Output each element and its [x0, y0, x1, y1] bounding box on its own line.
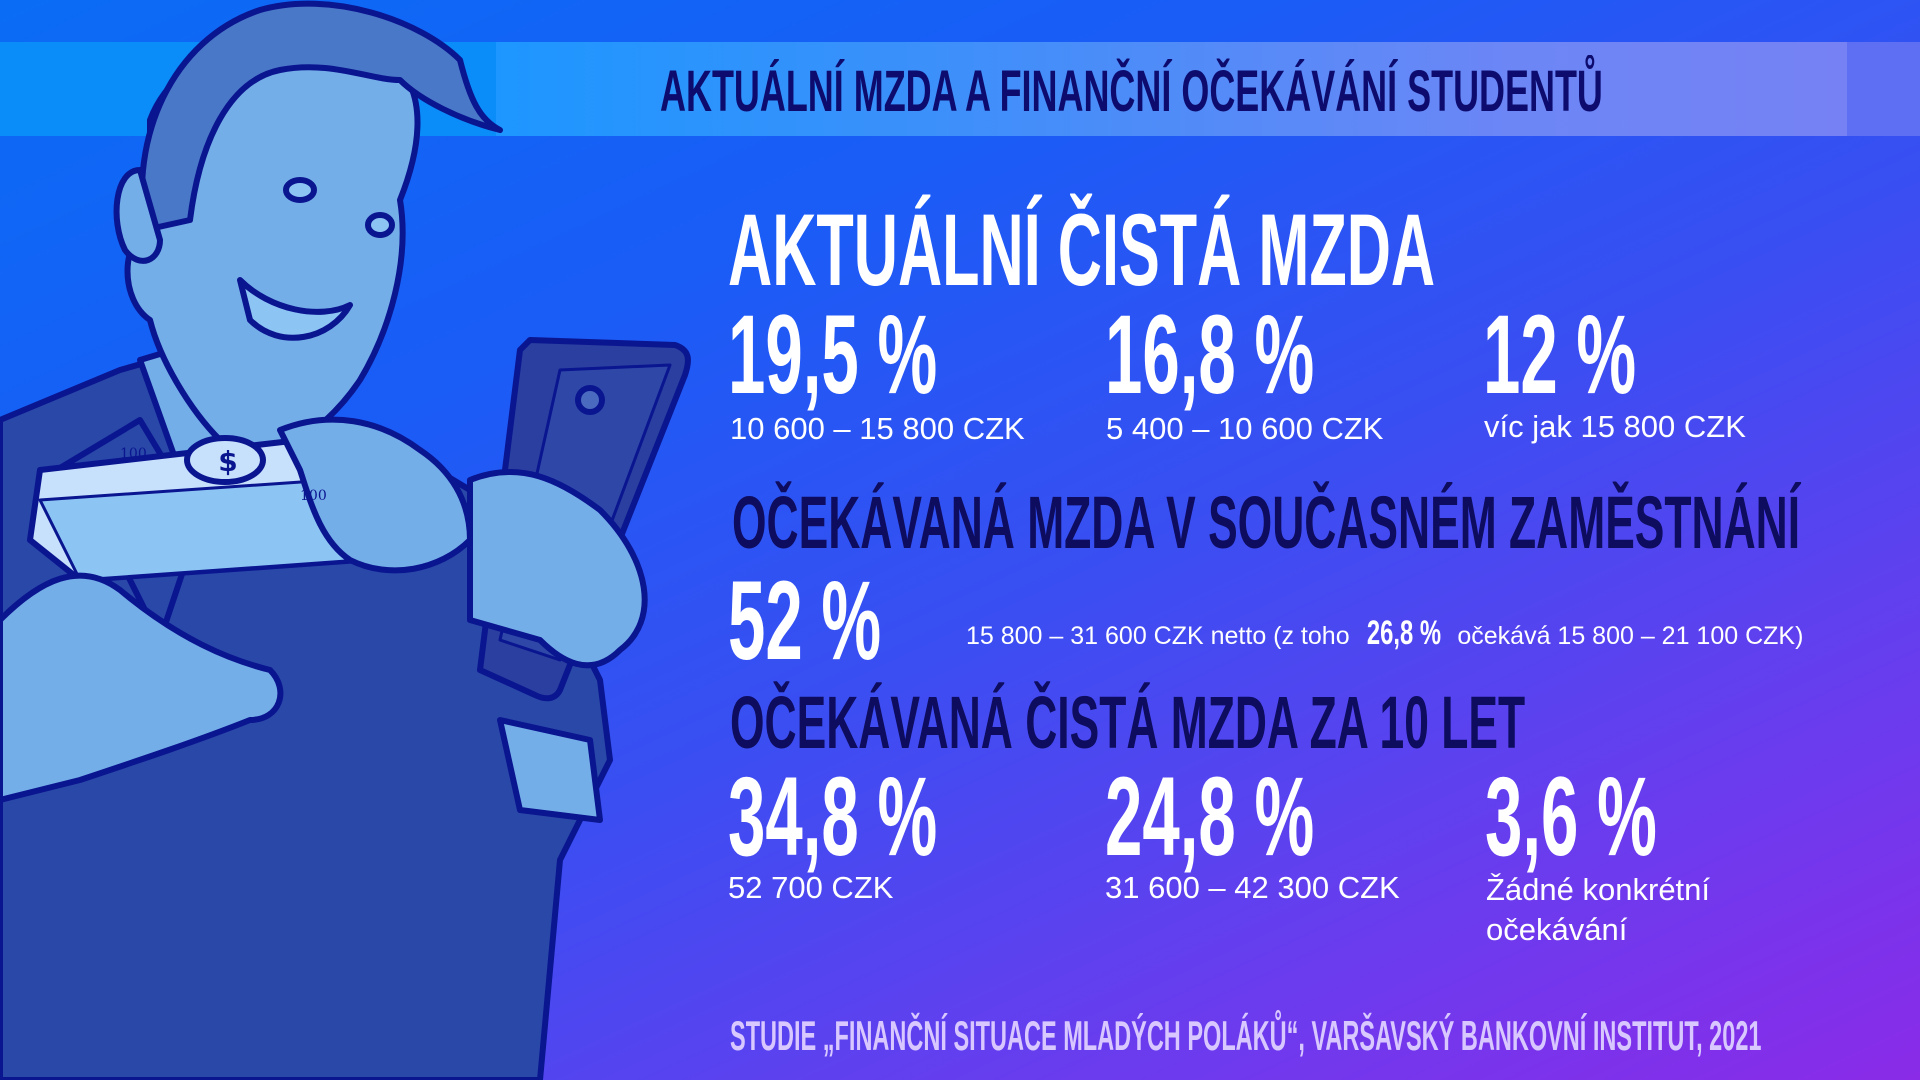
stat-label-line2: očekávání: [1486, 912, 1628, 947]
stat-value: 34,8 %: [728, 754, 938, 879]
expected-10y-heading: OČEKÁVANÁ ČISTÁ MZDA ZA 10 LET: [730, 681, 1526, 764]
stat-value: 24,8 %: [1105, 754, 1315, 879]
svg-text:100: 100: [300, 488, 327, 504]
stat-value: 12 %: [1483, 292, 1637, 417]
svg-text:100: 100: [120, 446, 147, 462]
stat-label: 10 600 – 15 800 CZK: [730, 411, 1025, 446]
stat-label: 52 700 CZK: [728, 870, 894, 905]
expected-current-job-detail: 15 800 – 31 600 CZK netto (z toho 26,8 %…: [966, 614, 1804, 652]
highlight-value: 26,8 %: [1366, 614, 1441, 652]
stat-label: 5 400 – 10 600 CZK: [1106, 411, 1384, 446]
stat-value: 3,6 %: [1485, 754, 1657, 879]
man-with-phone-and-money-illustration: $ 100 100: [0, 0, 691, 1080]
stat-label: víc jak 15 800 CZK: [1484, 409, 1746, 444]
banner-right-segment: [1847, 42, 1920, 136]
svg-text:$: $: [218, 445, 237, 478]
title-banner: [496, 42, 1847, 136]
expected-current-job-heading: OČEKÁVANÁ MZDA V SOUČASNÉM ZAMĚSTNÁNÍ: [732, 481, 1801, 564]
stat-value: 19,5 %: [728, 292, 938, 417]
page-title: AKTUÁLNÍ MZDA A FINANČNÍ OČEKÁVÁNÍ STUDE…: [660, 59, 1603, 124]
source-footer: STUDIE „FINANČNÍ SITUACE MLADÝCH POLÁKŮ“…: [730, 1012, 1762, 1059]
stat-label-line1: Žádné konkrétní: [1486, 872, 1711, 907]
current-net-wage-heading: AKTUÁLNÍ ČISTÁ MZDA: [728, 193, 1436, 307]
stat-value: 16,8 %: [1105, 292, 1315, 417]
stat-label: 31 600 – 42 300 CZK: [1105, 870, 1400, 905]
expected-current-job-value: 52 %: [728, 558, 882, 683]
